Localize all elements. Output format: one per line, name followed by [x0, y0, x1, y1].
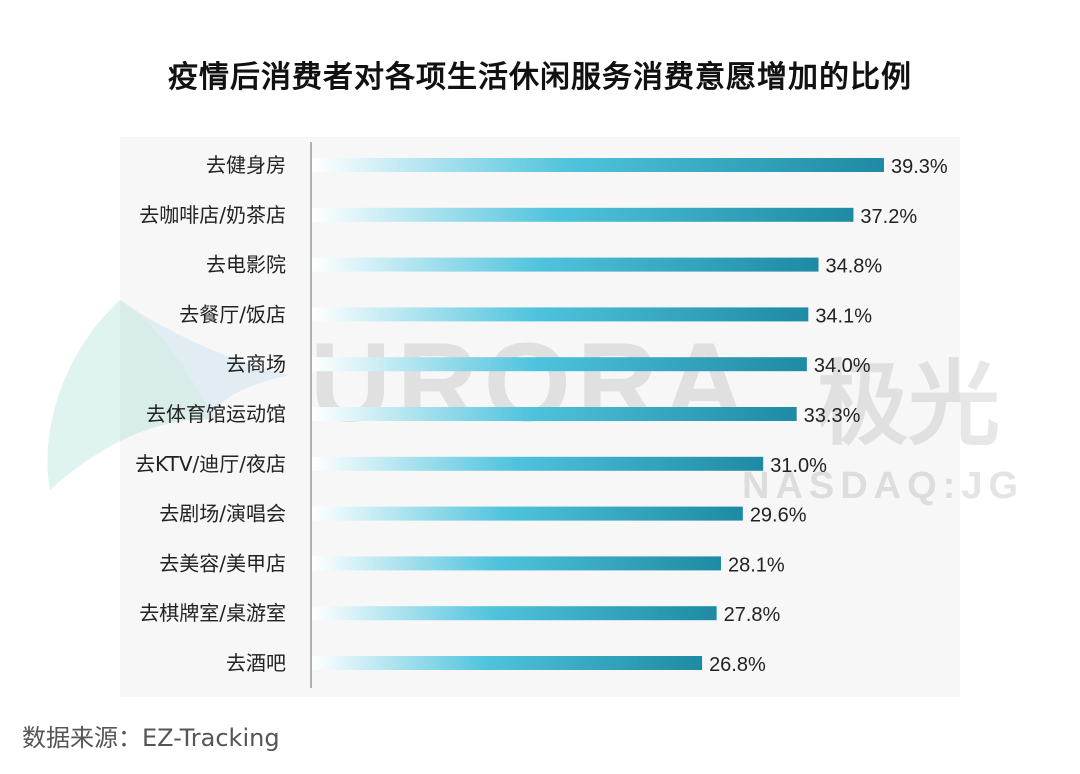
- value-label: 34.8%: [826, 256, 883, 278]
- watermark-text: URORA: [310, 320, 751, 445]
- data-source-note: 数据来源：EZ-Tracking: [22, 724, 280, 752]
- bar: [312, 307, 809, 322]
- category-label: 去KTV/迪厅/夜店: [135, 452, 286, 476]
- bar: [312, 606, 717, 621]
- watermark-text-cn: 极光: [816, 351, 1001, 458]
- value-label: 34.1%: [815, 305, 872, 327]
- bar: [312, 656, 703, 670]
- value-label: 33.3%: [804, 405, 861, 427]
- category-label: 去美容/美甲店: [159, 551, 286, 575]
- category-label: 去剧场/演唱会: [159, 502, 286, 526]
- category-label: 去餐厅/饭店: [179, 302, 286, 326]
- bar: [312, 556, 721, 571]
- bar: [312, 257, 819, 272]
- bar: [312, 207, 854, 222]
- watermark-nasdaq: NASDAQ:JG: [742, 465, 1025, 507]
- value-label: 26.8%: [709, 654, 766, 676]
- chart-title: 疫情后消费者对各项生活休闲服务消费意愿增加的比例: [168, 60, 912, 95]
- category-label: 去咖啡店/奶茶店: [139, 203, 286, 227]
- value-label: 37.2%: [860, 206, 917, 228]
- bar: [312, 357, 807, 372]
- category-label: 去棋牌室/桌游室: [139, 601, 286, 625]
- bar: [312, 506, 743, 521]
- aurora-logo-watermark: [47, 300, 290, 490]
- category-label: 去电影院: [206, 253, 286, 277]
- bar: [312, 158, 884, 172]
- category-label: 去商场: [226, 352, 286, 376]
- bar: [312, 407, 797, 421]
- value-label: 39.3%: [891, 156, 948, 178]
- category-label: 去体育馆运动馆: [146, 402, 286, 426]
- value-label: 27.8%: [724, 604, 781, 626]
- category-label: 去酒吧: [226, 651, 286, 675]
- value-label: 28.1%: [728, 554, 785, 576]
- value-label: 34.0%: [814, 355, 871, 377]
- value-label: 29.6%: [750, 505, 807, 527]
- bar: [312, 456, 764, 471]
- category-label: 去健身房: [206, 153, 286, 177]
- value-label: 31.0%: [770, 455, 827, 477]
